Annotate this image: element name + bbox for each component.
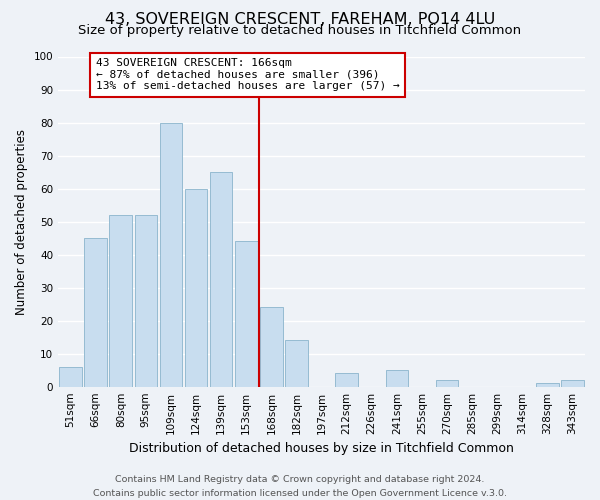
Bar — [109, 215, 132, 386]
Text: Contains HM Land Registry data © Crown copyright and database right 2024.
Contai: Contains HM Land Registry data © Crown c… — [93, 476, 507, 498]
Bar — [561, 380, 584, 386]
Bar — [210, 172, 232, 386]
Bar — [536, 384, 559, 386]
Bar — [386, 370, 408, 386]
Bar — [335, 374, 358, 386]
Bar — [235, 242, 257, 386]
Bar — [285, 340, 308, 386]
Y-axis label: Number of detached properties: Number of detached properties — [15, 128, 28, 314]
Text: Size of property relative to detached houses in Titchfield Common: Size of property relative to detached ho… — [79, 24, 521, 37]
Bar — [134, 215, 157, 386]
Bar — [436, 380, 458, 386]
Bar — [185, 188, 208, 386]
X-axis label: Distribution of detached houses by size in Titchfield Common: Distribution of detached houses by size … — [129, 442, 514, 455]
Bar — [59, 367, 82, 386]
Text: 43, SOVEREIGN CRESCENT, FAREHAM, PO14 4LU: 43, SOVEREIGN CRESCENT, FAREHAM, PO14 4L… — [105, 12, 495, 28]
Text: 43 SOVEREIGN CRESCENT: 166sqm
← 87% of detached houses are smaller (396)
13% of : 43 SOVEREIGN CRESCENT: 166sqm ← 87% of d… — [95, 58, 400, 92]
Bar — [85, 238, 107, 386]
Bar — [260, 308, 283, 386]
Bar — [160, 122, 182, 386]
